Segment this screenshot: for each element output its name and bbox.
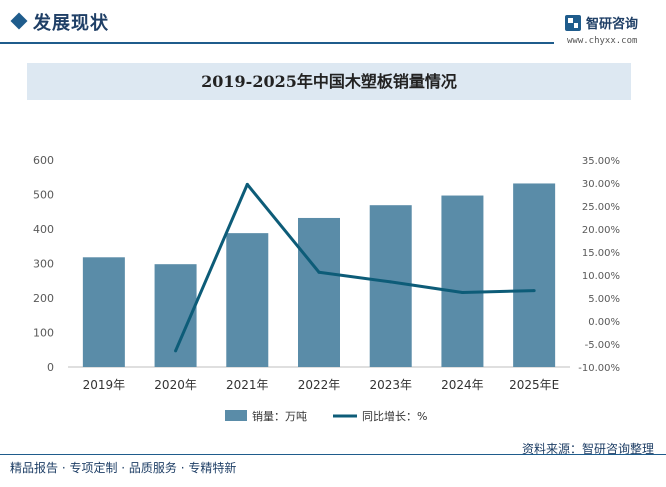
y-right-tick-label: 20.00% <box>582 225 620 236</box>
footer-tagline: 精品报告 · 专项定制 · 品质服务 · 专精特新 <box>10 461 237 475</box>
line-point <box>389 280 393 284</box>
x-tick-label: 2022年 <box>298 378 341 392</box>
y-left-tick-label: 500 <box>33 189 54 202</box>
line-point <box>317 270 321 274</box>
y-left-tick-label: 0 <box>47 361 54 374</box>
bar <box>441 195 484 367</box>
y-left-tick-label: 300 <box>33 258 54 271</box>
y-left-tick-label: 100 <box>33 327 54 340</box>
y-right-tick-label: 5.00% <box>588 294 620 305</box>
x-tick-label: 2020年 <box>154 378 197 392</box>
legend-bar-label: 销量：万吨 <box>252 409 307 423</box>
legend-line-label: 同比增长：% <box>362 409 427 423</box>
growth-line <box>174 182 535 352</box>
brand-logo-icon <box>565 15 581 31</box>
chart-title: 2019-2025年中国木塑板销量情况 <box>201 72 457 91</box>
footer-divider <box>0 454 666 455</box>
y-right-tick-label: 35.00% <box>582 156 620 167</box>
line-point <box>174 349 178 353</box>
x-tick-label: 2023年 <box>369 378 412 392</box>
bar <box>513 183 556 367</box>
y-right-tick-label: 25.00% <box>582 202 620 213</box>
x-tick-label: 2024年 <box>441 378 484 392</box>
y-right-tick-label: -5.00% <box>585 340 620 351</box>
source-note: 资料来源：智研咨询整理 <box>521 442 654 456</box>
line-point <box>460 290 464 294</box>
y-right-tick-label: 30.00% <box>582 179 620 190</box>
line-point <box>245 182 249 186</box>
bar <box>298 217 340 367</box>
x-tick-label: 2025年E <box>509 378 559 392</box>
y-right-tick-label: 15.00% <box>582 248 620 259</box>
y-right-tick-label: -10.00% <box>578 363 620 374</box>
y-left-tick-label: 400 <box>33 223 54 236</box>
y-right-tick-label: 10.00% <box>582 271 620 282</box>
brand-url: www.chyxx.com <box>567 36 638 46</box>
header-divider <box>0 42 554 44</box>
y-left-tick-label: 600 <box>33 154 54 167</box>
legend-bar-swatch <box>225 410 247 421</box>
x-tick-label: 2021年 <box>226 378 269 392</box>
section-title: 发展现状 <box>33 13 109 34</box>
bar <box>82 257 125 367</box>
bar <box>369 205 412 367</box>
chart-title-band: 2019-2025年中国木塑板销量情况 <box>27 63 631 100</box>
brand-name: 智研咨询 <box>586 17 639 32</box>
y-right-tick-label: 0.00% <box>588 317 620 328</box>
header: 发展现状 智研咨询 www.chyxx.com <box>0 0 666 48</box>
x-tick-label: 2019年 <box>83 378 126 392</box>
y-left-tick-label: 200 <box>33 292 54 305</box>
line-point <box>532 289 536 293</box>
bar <box>226 233 269 367</box>
